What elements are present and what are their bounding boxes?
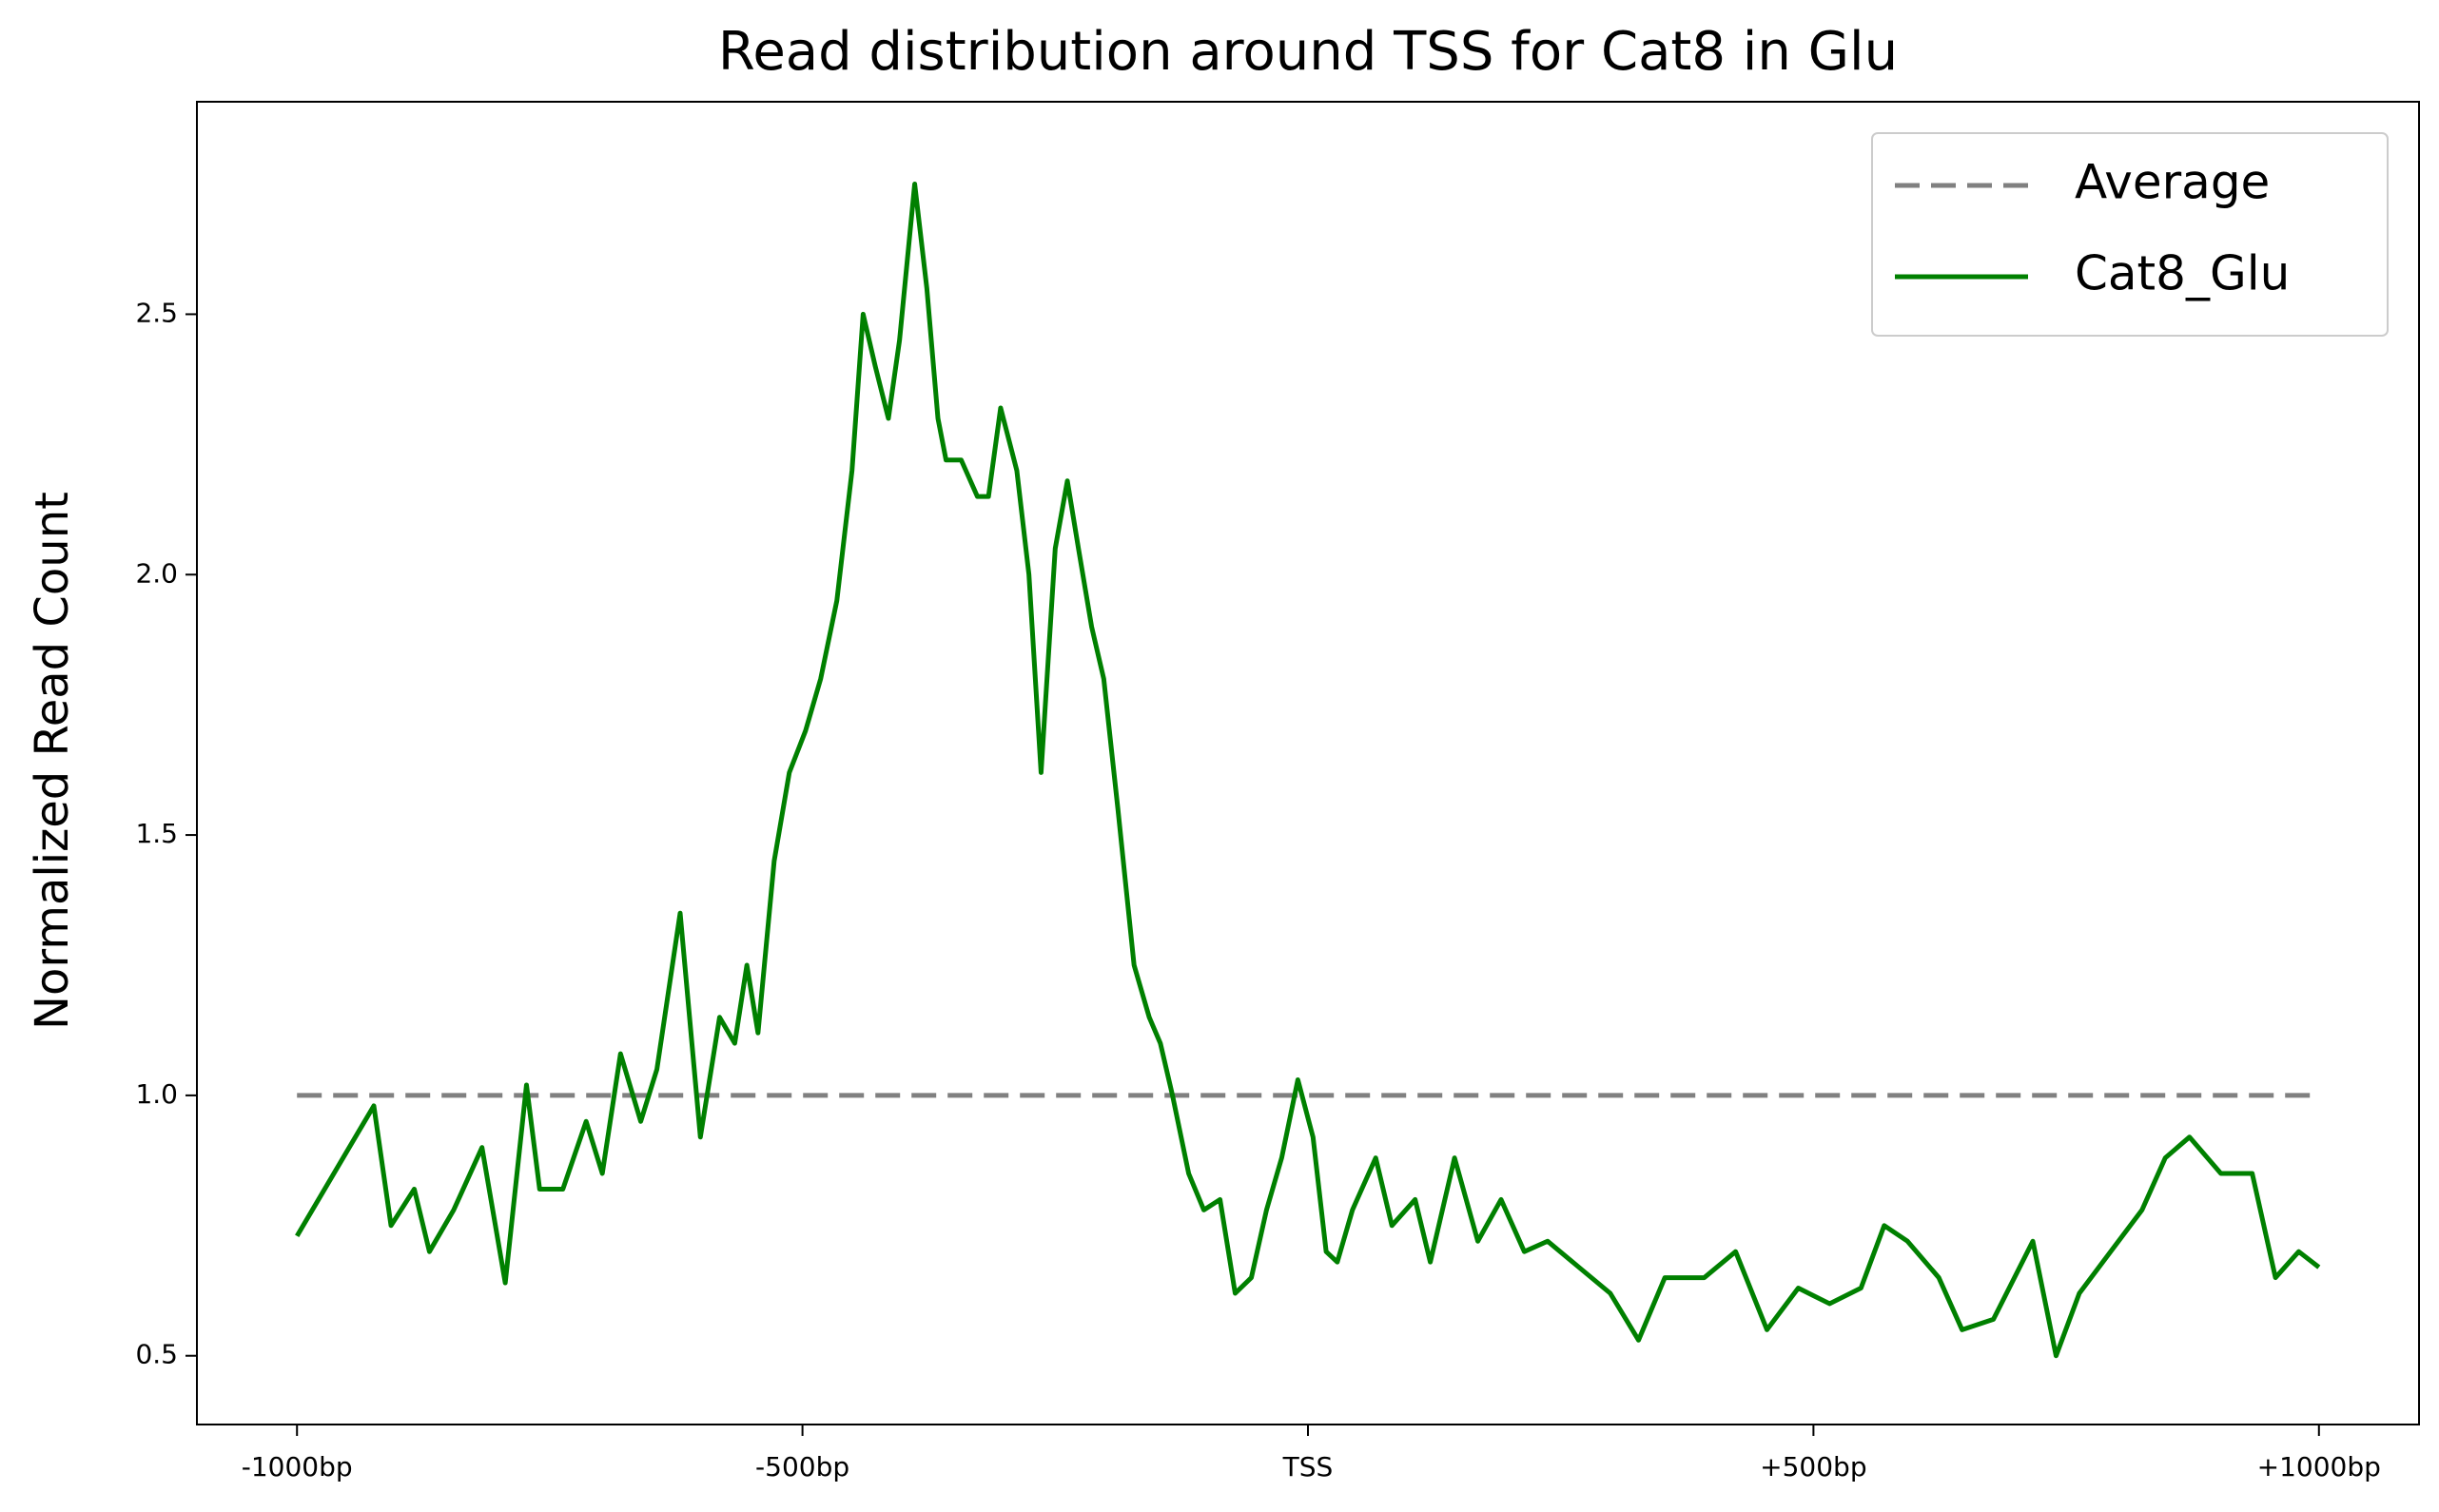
legend-label: Average xyxy=(2075,155,2270,210)
series-line xyxy=(295,182,2321,1359)
chart-title: Read distribution around TSS for Cat8 in… xyxy=(718,21,1898,83)
x-tick-label: -500bp xyxy=(755,1451,849,1483)
y-tick-label: 2.0 xyxy=(135,557,178,589)
y-tick-label: 1.0 xyxy=(135,1078,178,1110)
legend-box xyxy=(1871,132,2389,337)
legend-label: Cat8_Glu xyxy=(2075,246,2290,301)
x-tick-label: +500bp xyxy=(1760,1451,1866,1483)
y-tick-label: 2.5 xyxy=(135,297,178,328)
x-tick-label: TSS xyxy=(1282,1451,1334,1483)
plot-frame xyxy=(196,101,2420,1425)
x-tick-label: -1000bp xyxy=(242,1451,353,1483)
y-tick-label: 1.5 xyxy=(135,818,178,849)
x-tick-label: +1000bp xyxy=(2257,1451,2381,1483)
y-tick-label: 0.5 xyxy=(135,1339,178,1370)
y-axis-label: Normalized Read Count xyxy=(26,492,79,1030)
